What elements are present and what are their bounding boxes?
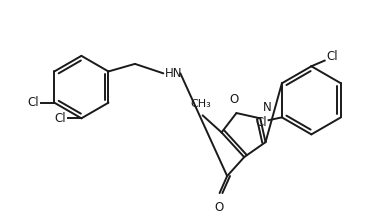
Text: HN: HN	[165, 67, 183, 80]
Text: O: O	[214, 201, 223, 214]
Text: N: N	[263, 101, 271, 114]
Text: CH₃: CH₃	[190, 99, 211, 109]
Text: Cl: Cl	[54, 112, 66, 125]
Text: O: O	[229, 94, 238, 106]
Text: Cl: Cl	[28, 96, 39, 109]
Text: Cl: Cl	[255, 116, 267, 129]
Text: Cl: Cl	[326, 50, 338, 63]
